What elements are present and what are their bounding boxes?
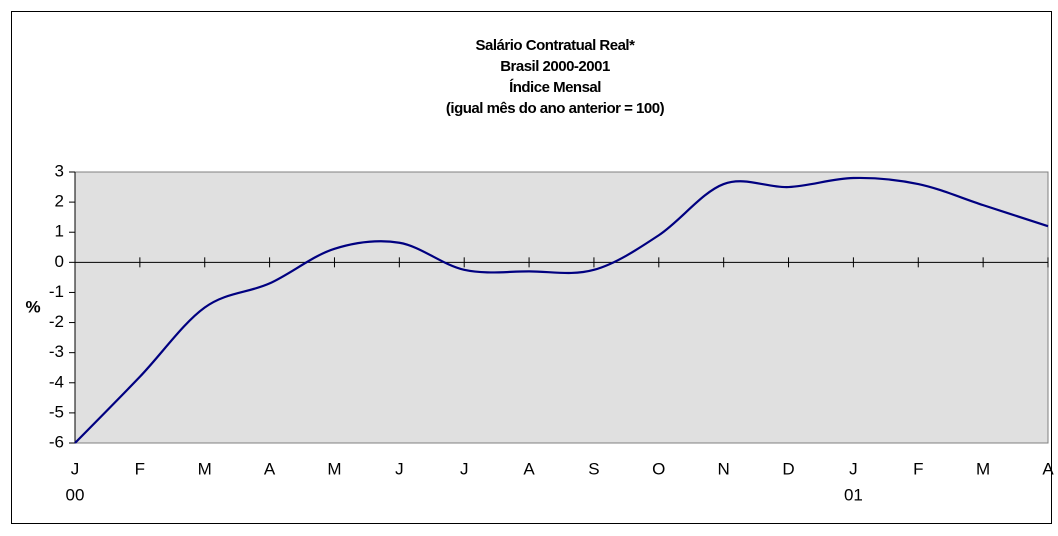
y-tick-label: -5 (49, 402, 64, 421)
chart-title: Salário Contratual Real* (476, 37, 636, 54)
data-line (74, 176, 1049, 444)
x-tick-label: A (1042, 459, 1054, 478)
x-tick-label: J (460, 459, 469, 478)
y-tick-label: 2 (55, 192, 64, 211)
y-tick-label: -2 (49, 312, 64, 331)
chart-subtitle: Índice Mensal (509, 79, 601, 96)
y-tick-label: 3 (55, 161, 64, 180)
x-group-label: 00 (66, 485, 85, 504)
x-tick-label: A (264, 459, 276, 478)
y-tick-label: -1 (49, 282, 64, 301)
x-tick-label: M (976, 459, 990, 478)
x-tick-label: O (652, 459, 665, 478)
x-tick-label: F (913, 459, 923, 478)
x-tick-label: F (135, 459, 145, 478)
plot-area (74, 171, 1049, 444)
x-tick-label: J (71, 459, 80, 478)
y-tick-label: -6 (49, 432, 64, 451)
y-tick-label: 0 (55, 252, 64, 271)
chart-subtitle: Brasil 2000-2001 (500, 58, 610, 75)
y-tick-label: 1 (55, 222, 64, 241)
x-tick-label: N (718, 459, 730, 478)
x-group-label: 01 (844, 485, 863, 504)
y-axis-label: % (25, 297, 40, 316)
x-tick-label: J (849, 459, 858, 478)
x-tick-label: D (782, 459, 794, 478)
x-tick-label: A (523, 459, 535, 478)
x-tick-label: M (198, 459, 212, 478)
x-tick-label: J (395, 459, 404, 478)
y-tick-label: -4 (49, 372, 64, 391)
chart-subtitle: (igual mês do ano anterior = 100) (446, 100, 665, 117)
x-tick-label: S (588, 459, 599, 478)
x-tick-label: M (327, 459, 341, 478)
y-tick-label: -3 (49, 342, 64, 361)
